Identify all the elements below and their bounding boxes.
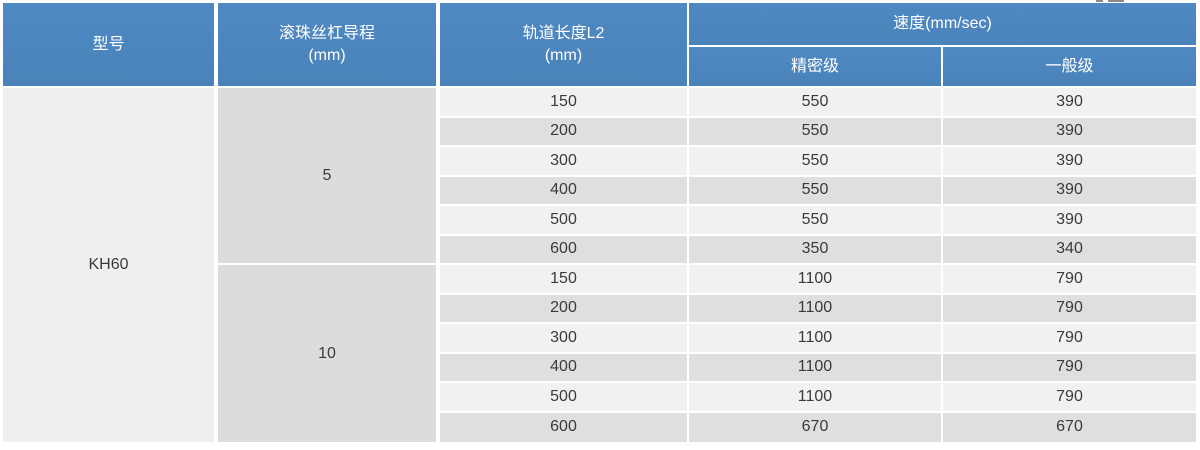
precision-speed-cell: 550: [689, 88, 943, 118]
length-cell: 200: [440, 294, 689, 324]
table-row: 300 550 390: [3, 147, 1197, 177]
general-speed-cell: 790: [943, 353, 1197, 383]
general-speed-cell: 790: [943, 324, 1197, 354]
table-row: 500 1100 790: [3, 383, 1197, 413]
table-row: 500 550 390: [3, 206, 1197, 236]
general-speed-cell: 390: [943, 117, 1197, 147]
clipped-text-fragment: [1096, 0, 1166, 3]
general-speed-cell: 790: [943, 294, 1197, 324]
length-cell: 400: [440, 176, 689, 206]
header-lead-unit: (mm): [308, 46, 346, 64]
length-cell: 600: [440, 412, 689, 442]
length-cell: 150: [440, 265, 689, 295]
header-speed: 速度(mm/sec): [689, 3, 1197, 47]
length-cell: 300: [440, 324, 689, 354]
lead-cell: 10: [218, 265, 440, 442]
header-length-unit: (mm): [544, 46, 583, 64]
table-header: 型号 滚珠丝杠导程 (mm) 轨道长度L2 (mm) 速度(mm/sec) 精密…: [3, 3, 1197, 88]
table-row: 600 350 340: [3, 235, 1197, 265]
precision-speed-cell: 350: [689, 235, 943, 265]
table-body: KH60 5 150 550 390 200 550 390 300 550 3…: [3, 88, 1197, 442]
table-row: 200 1100 790: [3, 294, 1197, 324]
length-cell: 400: [440, 353, 689, 383]
speed-spec-table: 型号 滚珠丝杠导程 (mm) 轨道长度L2 (mm) 速度(mm/sec) 精密…: [3, 3, 1197, 442]
table-row: 10 150 1100 790: [3, 265, 1197, 442]
precision-speed-cell: 670: [689, 412, 943, 442]
lead-cell: 5: [218, 88, 440, 265]
precision-speed-cell: 1100: [689, 353, 943, 383]
general-speed-cell: 390: [943, 88, 1197, 118]
precision-speed-cell: 550: [689, 147, 943, 177]
header-model: 型号: [3, 3, 218, 88]
precision-speed-cell: 1100: [689, 265, 943, 295]
header-length: 轨道长度L2 (mm): [440, 3, 689, 88]
precision-speed-cell: 1100: [689, 383, 943, 413]
table-row: 400 1100 790: [3, 353, 1197, 383]
general-speed-cell: 790: [943, 383, 1197, 413]
general-speed-cell: 390: [943, 147, 1197, 177]
table-row: 300 1100 790: [3, 324, 1197, 354]
precision-speed-cell: 1100: [689, 324, 943, 354]
general-speed-cell: 390: [943, 176, 1197, 206]
length-cell: 600: [440, 235, 689, 265]
header-length-label: 轨道长度L2: [522, 24, 605, 42]
general-speed-cell: 390: [943, 206, 1197, 236]
table-row: 200 550 390: [3, 117, 1197, 147]
length-cell: 500: [440, 206, 689, 236]
header-general-grade: 一般级: [943, 47, 1197, 88]
table-row: KH60 5 150 550 390: [3, 88, 1197, 442]
length-cell: 200: [440, 117, 689, 147]
general-speed-cell: 670: [943, 412, 1197, 442]
header-lead: 滚珠丝杠导程 (mm): [218, 3, 440, 88]
general-speed-cell: 340: [943, 235, 1197, 265]
header-speed-label: 速度(mm/sec): [893, 15, 992, 33]
precision-speed-cell: 1100: [689, 294, 943, 324]
model-cell: KH60: [3, 88, 218, 442]
header-precision-grade: 精密级: [689, 47, 943, 88]
header-lead-label: 滚珠丝杠导程: [278, 24, 375, 42]
precision-speed-cell: 550: [689, 176, 943, 206]
precision-speed-cell: 550: [689, 117, 943, 147]
table-row: 600 670 670: [3, 412, 1197, 442]
table-row: 400 550 390: [3, 176, 1197, 206]
length-cell: 500: [440, 383, 689, 413]
general-speed-cell: 790: [943, 265, 1197, 295]
length-cell: 300: [440, 147, 689, 177]
header-model-label: 型号: [92, 35, 125, 53]
length-cell: 150: [440, 88, 689, 118]
precision-speed-cell: 550: [689, 206, 943, 236]
